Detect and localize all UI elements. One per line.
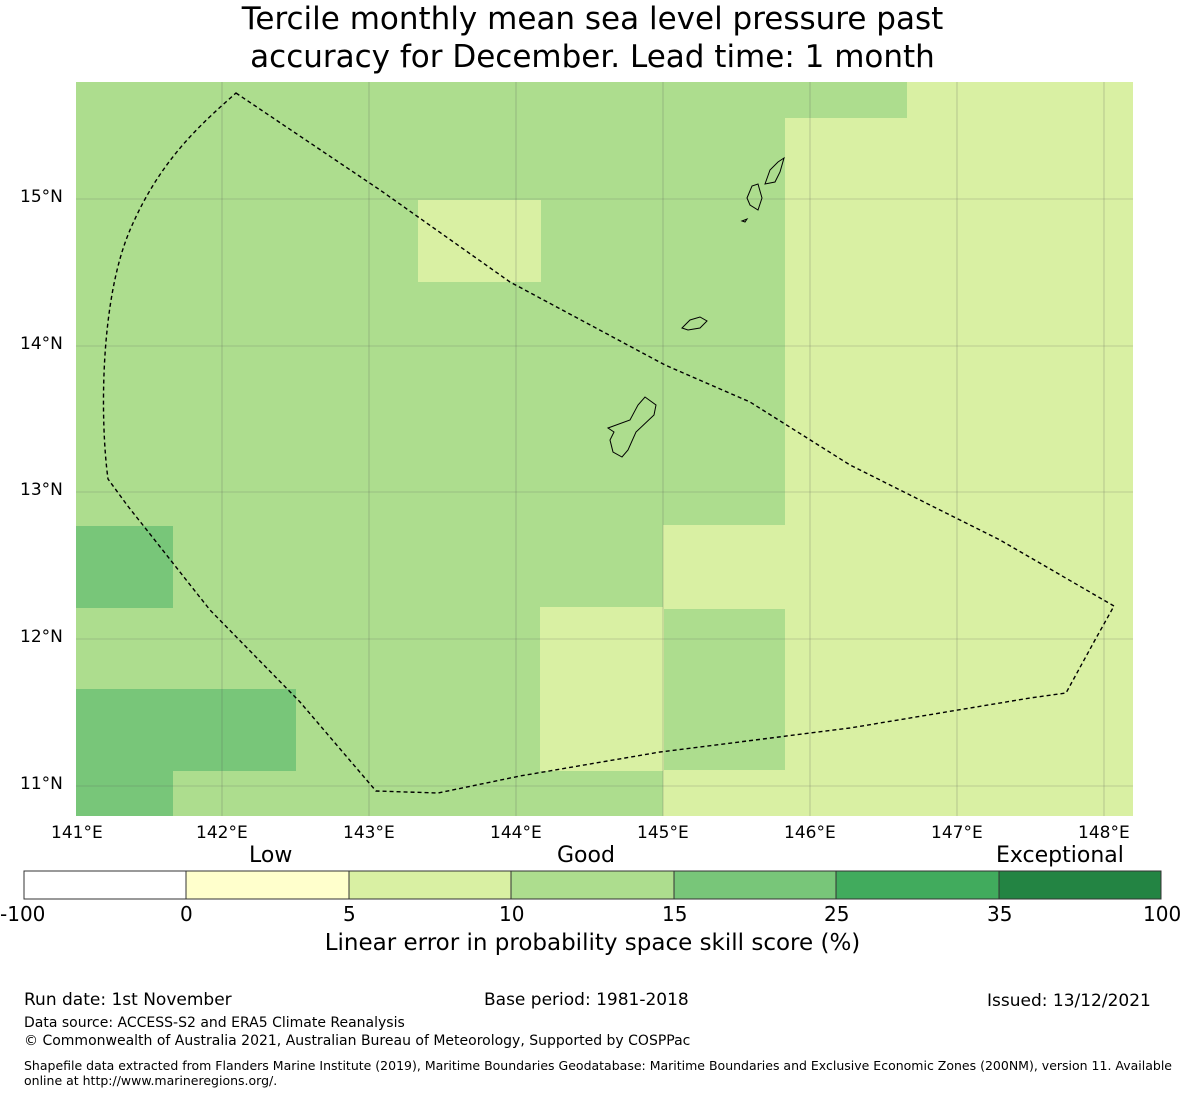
y-axis-label: 14°N xyxy=(20,334,63,354)
title-line-2: accuracy for December. Lead time: 1 mont… xyxy=(250,39,935,75)
x-axis-label: 142°E xyxy=(196,823,248,843)
island-saipan xyxy=(764,156,785,185)
skill-region-5-10 xyxy=(540,607,664,771)
y-axis-label: 15°N xyxy=(20,187,63,207)
eez-boundary xyxy=(102,92,1115,794)
colorbar-tick: -100 xyxy=(0,902,46,926)
colorbar-bin xyxy=(185,870,350,900)
colorbar-bin xyxy=(23,870,187,900)
colorbar xyxy=(23,870,1162,900)
skill-region-15-25 xyxy=(76,689,296,771)
colorbar-tick: 10 xyxy=(499,902,525,926)
skill-region-5-10 xyxy=(663,525,786,609)
skill-region-15-25 xyxy=(76,770,173,816)
colorbar-tick: 5 xyxy=(343,902,356,926)
islands xyxy=(606,156,785,458)
gridlines xyxy=(76,82,1133,816)
y-axis-label: 11°N xyxy=(20,774,63,794)
title-line-1: Tercile monthly mean sea level pressure … xyxy=(241,1,944,37)
x-axis-label: 143°E xyxy=(343,823,395,843)
issued-date: Issued: 13/12/2021 xyxy=(987,991,1151,1011)
colorbar-label: Linear error in probability space skill … xyxy=(324,930,861,956)
chart-title: Tercile monthly mean sea level pressure … xyxy=(0,0,1185,76)
copyright: © Commonwealth of Australia 2021, Austra… xyxy=(24,1033,691,1049)
skill-region-5-10 xyxy=(907,82,1133,119)
colorbar-tick: 0 xyxy=(180,902,193,926)
skill-region-15-25 xyxy=(76,526,173,608)
colorbar-tick: 35 xyxy=(987,902,1013,926)
island-guam xyxy=(606,396,657,458)
x-axis-label: 147°E xyxy=(931,823,983,843)
colorbar-bin xyxy=(348,870,512,900)
colorbar-tick: 100 xyxy=(1143,902,1182,926)
colorbar-bin xyxy=(835,870,1000,900)
colorbar-category-low: Low xyxy=(249,843,293,868)
colorbar-tick: 15 xyxy=(662,902,688,926)
island-aguijan xyxy=(740,217,749,223)
data-source: Data source: ACCESS-S2 and ERA5 Climate … xyxy=(24,1015,405,1031)
x-axis-label: 144°E xyxy=(490,823,542,843)
colorbar-bin xyxy=(673,870,837,900)
island-rota xyxy=(681,316,708,331)
shapefile-credit: Shapefile data extracted from Flanders M… xyxy=(24,1058,1172,1088)
x-axis-label: 145°E xyxy=(637,823,689,843)
y-axis-label: 13°N xyxy=(20,480,63,500)
x-axis-label: 148°E xyxy=(1078,823,1130,843)
colorbar-bin xyxy=(998,870,1162,900)
skill-region-5-10 xyxy=(785,118,1133,816)
skill-region-5-10 xyxy=(418,200,541,282)
colorbar-category-good: Good xyxy=(557,843,615,868)
x-axis-label: 146°E xyxy=(784,823,836,843)
colorbar-tick: 25 xyxy=(824,902,850,926)
colorbar-category-exceptional: Exceptional xyxy=(996,843,1124,868)
colorbar-bin xyxy=(510,870,675,900)
base-period: Base period: 1981-2018 xyxy=(484,990,689,1010)
run-date: Run date: 1st November xyxy=(24,990,232,1010)
skill-region-5-10 xyxy=(663,770,786,816)
x-axis-label: 141°E xyxy=(51,823,103,843)
y-axis-label: 12°N xyxy=(20,627,63,647)
island-tinian xyxy=(746,183,763,211)
